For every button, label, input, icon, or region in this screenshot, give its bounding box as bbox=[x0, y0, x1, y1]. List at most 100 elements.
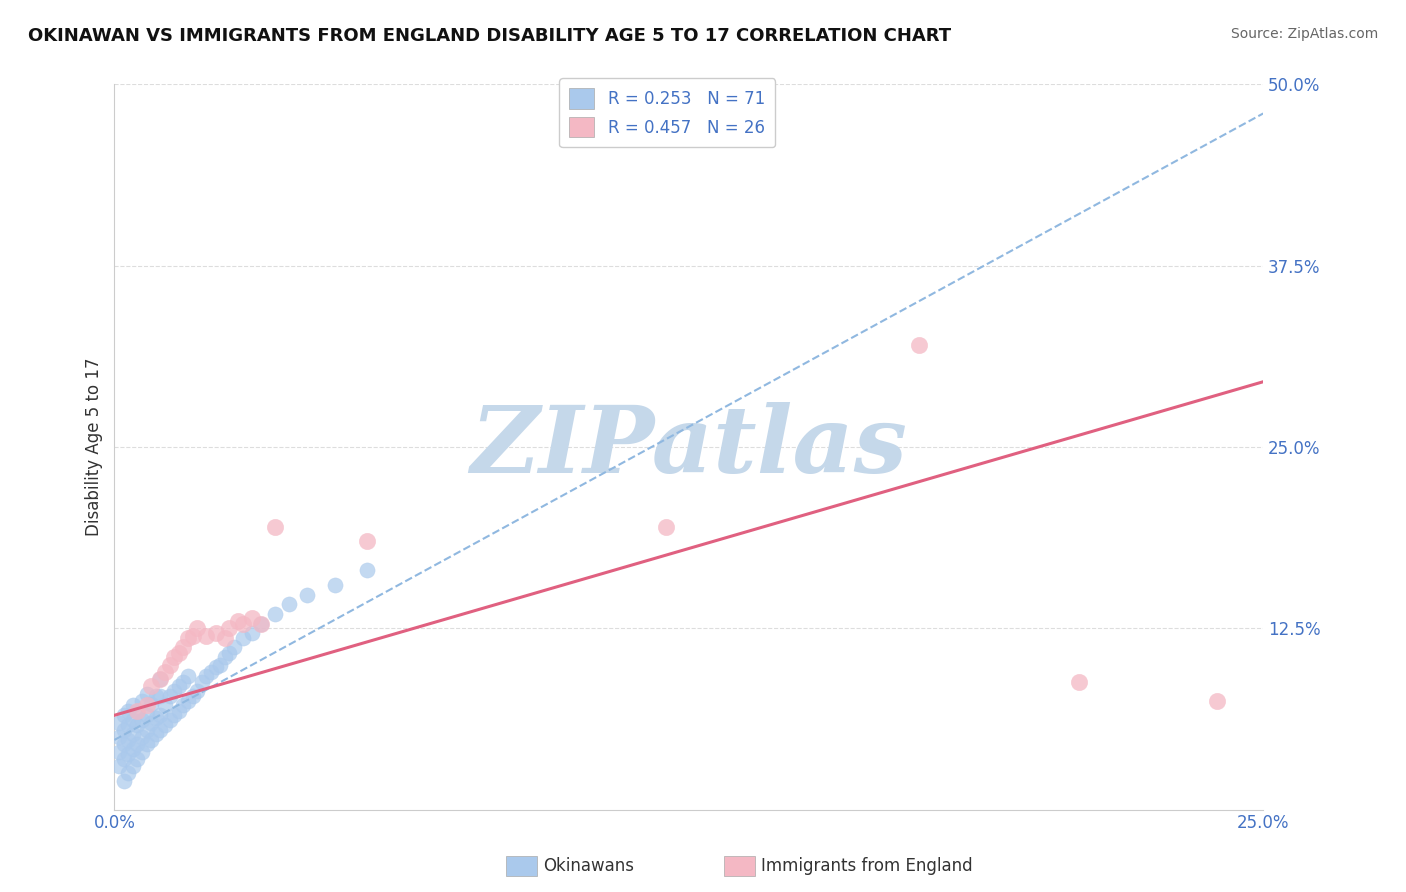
Point bbox=[195, 628, 218, 642]
Point bbox=[172, 674, 194, 689]
Point bbox=[149, 672, 172, 686]
Point bbox=[108, 745, 131, 759]
Point bbox=[167, 646, 190, 660]
Point bbox=[190, 674, 212, 689]
Point bbox=[112, 723, 135, 737]
Point bbox=[163, 650, 186, 665]
Point bbox=[153, 718, 176, 732]
Point bbox=[131, 745, 153, 759]
Point bbox=[127, 752, 149, 766]
Point bbox=[112, 708, 135, 723]
Text: Source: ZipAtlas.com: Source: ZipAtlas.com bbox=[1230, 27, 1378, 41]
Point bbox=[149, 690, 172, 704]
Point bbox=[222, 640, 245, 654]
Point bbox=[159, 657, 181, 672]
Point bbox=[135, 698, 157, 712]
Point bbox=[121, 727, 143, 741]
Point bbox=[250, 616, 273, 631]
Point bbox=[181, 628, 204, 642]
Point bbox=[163, 708, 186, 723]
Point bbox=[278, 597, 301, 611]
Point bbox=[112, 737, 135, 751]
Point bbox=[907, 338, 929, 352]
Point bbox=[153, 665, 176, 679]
Point bbox=[181, 690, 204, 704]
Point bbox=[117, 718, 139, 732]
Text: Okinawans: Okinawans bbox=[543, 857, 634, 875]
Point bbox=[141, 715, 163, 730]
Point bbox=[1206, 694, 1229, 708]
Point bbox=[108, 759, 131, 773]
Point bbox=[655, 520, 678, 534]
Point bbox=[145, 690, 167, 704]
Y-axis label: Disability Age 5 to 17: Disability Age 5 to 17 bbox=[86, 358, 103, 536]
Text: ZIPatlas: ZIPatlas bbox=[471, 402, 907, 492]
Point bbox=[112, 752, 135, 766]
Point bbox=[218, 621, 240, 635]
Point bbox=[159, 713, 181, 727]
Point bbox=[117, 704, 139, 718]
Point bbox=[204, 660, 226, 674]
Point bbox=[172, 698, 194, 712]
Point bbox=[356, 563, 378, 577]
Point bbox=[264, 520, 287, 534]
Point bbox=[135, 723, 157, 737]
Point bbox=[117, 747, 139, 762]
Point bbox=[228, 614, 250, 628]
Point bbox=[121, 759, 143, 773]
Point bbox=[117, 733, 139, 747]
Point bbox=[145, 711, 167, 725]
Point bbox=[149, 723, 172, 737]
Point bbox=[121, 698, 143, 712]
Point bbox=[149, 672, 172, 686]
Point bbox=[232, 616, 254, 631]
Point bbox=[149, 708, 172, 723]
Point bbox=[141, 679, 163, 693]
Point bbox=[141, 733, 163, 747]
Point bbox=[195, 669, 218, 683]
Point bbox=[159, 690, 181, 704]
Point bbox=[131, 713, 153, 727]
Point bbox=[1069, 674, 1091, 689]
Point bbox=[177, 669, 200, 683]
Text: Immigrants from England: Immigrants from England bbox=[761, 857, 973, 875]
Legend: R = 0.253   N = 71, R = 0.457   N = 26: R = 0.253 N = 71, R = 0.457 N = 26 bbox=[560, 78, 775, 147]
Point bbox=[127, 704, 149, 718]
Text: OKINAWAN VS IMMIGRANTS FROM ENGLAND DISABILITY AGE 5 TO 17 CORRELATION CHART: OKINAWAN VS IMMIGRANTS FROM ENGLAND DISA… bbox=[28, 27, 952, 45]
Point bbox=[172, 640, 194, 654]
Point bbox=[131, 694, 153, 708]
Point bbox=[356, 534, 378, 549]
Point bbox=[264, 607, 287, 621]
Point bbox=[167, 679, 190, 693]
Point bbox=[127, 737, 149, 751]
Point bbox=[117, 766, 139, 780]
Point bbox=[214, 632, 236, 646]
Point bbox=[240, 611, 263, 625]
Point bbox=[121, 713, 143, 727]
Point bbox=[121, 741, 143, 756]
Point bbox=[112, 773, 135, 788]
Point bbox=[204, 625, 226, 640]
Point bbox=[209, 657, 232, 672]
Point bbox=[127, 704, 149, 718]
Point bbox=[240, 625, 263, 640]
Point bbox=[250, 616, 273, 631]
Point bbox=[323, 578, 346, 592]
Point bbox=[131, 730, 153, 744]
Point bbox=[186, 621, 208, 635]
Point bbox=[186, 683, 208, 698]
Point bbox=[135, 686, 157, 700]
Point bbox=[167, 704, 190, 718]
Point bbox=[127, 718, 149, 732]
Point bbox=[141, 697, 163, 711]
Point bbox=[218, 646, 240, 660]
Point bbox=[232, 632, 254, 646]
Point bbox=[108, 730, 131, 744]
Point bbox=[135, 708, 157, 723]
Point bbox=[135, 737, 157, 751]
Point bbox=[145, 727, 167, 741]
Point bbox=[163, 683, 186, 698]
Point bbox=[153, 698, 176, 712]
Point bbox=[108, 715, 131, 730]
Point bbox=[200, 665, 222, 679]
